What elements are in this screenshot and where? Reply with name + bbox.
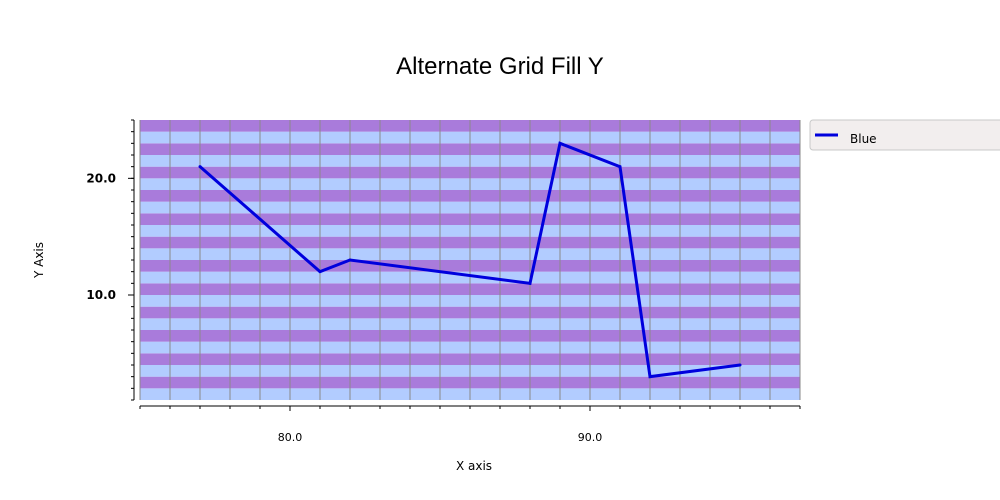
x-axis-label: X axis <box>456 459 492 473</box>
y-tick-label: 10.0 <box>86 288 116 302</box>
data-point <box>198 165 202 169</box>
data-point <box>318 270 322 274</box>
legend: Blue <box>809 119 1000 151</box>
y-axis-label: Y Axis <box>32 242 46 279</box>
x-tick-label: 90.0 <box>578 431 603 444</box>
plot-area: 80.0 90.0 10.0 20.0 <box>86 119 801 444</box>
data-point <box>528 281 532 285</box>
chart-title: Alternate Grid Fill Y <box>396 53 604 80</box>
data-point <box>558 141 562 145</box>
data-point <box>348 258 352 262</box>
data-point <box>618 165 622 169</box>
series-line <box>199 141 741 379</box>
legend-label: Blue <box>850 132 877 146</box>
data-point <box>648 375 652 379</box>
legend-box <box>809 119 1000 151</box>
data-point <box>738 363 742 367</box>
y-tick-label: 20.0 <box>86 171 116 185</box>
x-tick-label: 80.0 <box>278 431 303 444</box>
